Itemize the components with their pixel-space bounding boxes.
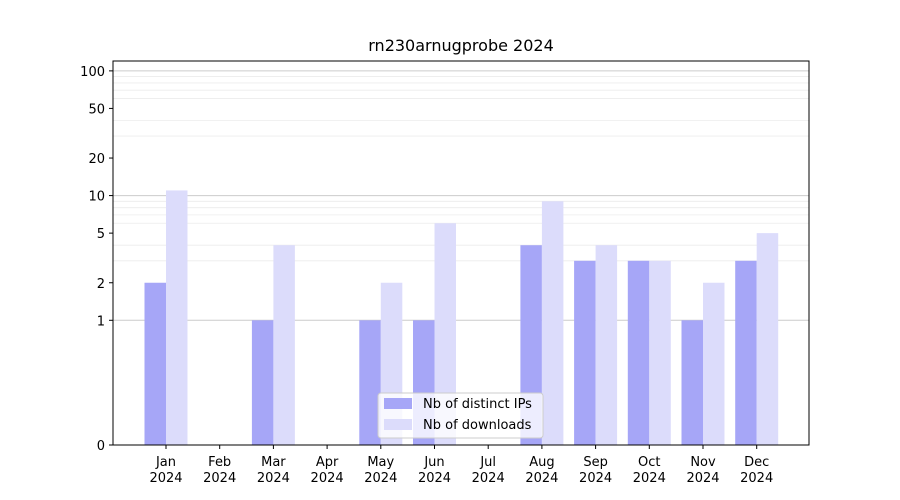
bar-downloads (649, 260, 671, 445)
plot-frame (112, 60, 810, 446)
legend-box (377, 392, 544, 439)
x-tick-label-month: Oct (638, 455, 660, 470)
x-tick-label-year: 2024 (472, 471, 505, 486)
bar-downloads (166, 190, 188, 445)
bar-distinct-ips (627, 260, 650, 445)
y-tick-label: 1 (97, 314, 105, 329)
y-tick-label: 100 (80, 65, 105, 80)
x-tick-label-month: May (367, 455, 394, 470)
y-tick-label: 2 (97, 277, 105, 292)
x-tick-label-month: Jan (155, 455, 176, 470)
x-tick-label-month: Apr (316, 455, 339, 470)
bar-distinct-ips (735, 260, 757, 445)
x-tick-label-year: 2024 (149, 471, 182, 486)
y-tick-label: 5 (97, 227, 105, 242)
legend-swatch (384, 398, 412, 409)
bar-downloads (434, 223, 456, 445)
x-tick-label-month: Aug (529, 455, 554, 470)
x-tick-label-month: Nov (690, 455, 716, 470)
chart-title: rn230arnugprobe 2024 (368, 36, 554, 55)
bar-downloads (756, 233, 779, 445)
y-tick-label: 50 (88, 102, 105, 117)
x-tick-label-year: 2024 (364, 471, 397, 486)
y-tick-label: 20 (88, 152, 105, 167)
x-tick-label-year: 2024 (311, 471, 344, 486)
x-tick-label-year: 2024 (257, 471, 290, 486)
legend-label: Nb of distinct IPs (423, 397, 532, 412)
y-tick-label: 0 (97, 439, 105, 454)
legend-label: Nb of downloads (423, 418, 532, 433)
x-tick-label-month: Sep (583, 455, 608, 470)
bar-downloads (273, 245, 295, 445)
x-tick-label-year: 2024 (633, 471, 666, 486)
x-tick-label-year: 2024 (686, 471, 719, 486)
bar-distinct-ips (574, 260, 596, 445)
x-tick-label-year: 2024 (579, 471, 612, 486)
x-tick-label-year: 2024 (740, 471, 773, 486)
x-tick-label-year: 2024 (418, 471, 451, 486)
bar-downloads (595, 245, 618, 445)
x-tick-label-year: 2024 (525, 471, 558, 486)
legend-swatch (384, 419, 412, 430)
x-tick-label-month: Jul (479, 455, 496, 470)
bar-distinct-ips (681, 320, 703, 445)
bar-downloads (541, 201, 564, 445)
x-tick-label-year: 2024 (203, 471, 236, 486)
bar-distinct-ips (144, 282, 166, 445)
bar-distinct-ips (251, 320, 274, 445)
x-tick-label-month: Dec (744, 455, 769, 470)
bar-distinct-ips (359, 320, 381, 445)
y-tick-label: 10 (88, 190, 105, 205)
x-tick-label-month: Mar (261, 455, 286, 470)
x-axis: Jan2024Feb2024Mar2024Apr2024May2024Jun20… (149, 445, 773, 486)
y-axis: 0 1 2 5 10 20 50 100 (80, 65, 113, 454)
x-tick-label-month: Feb (208, 455, 231, 470)
legend: Nb of distinct IPs Nb of downloads (377, 392, 544, 439)
bar-downloads (703, 282, 725, 445)
x-tick-label-month: Jun (423, 455, 444, 470)
